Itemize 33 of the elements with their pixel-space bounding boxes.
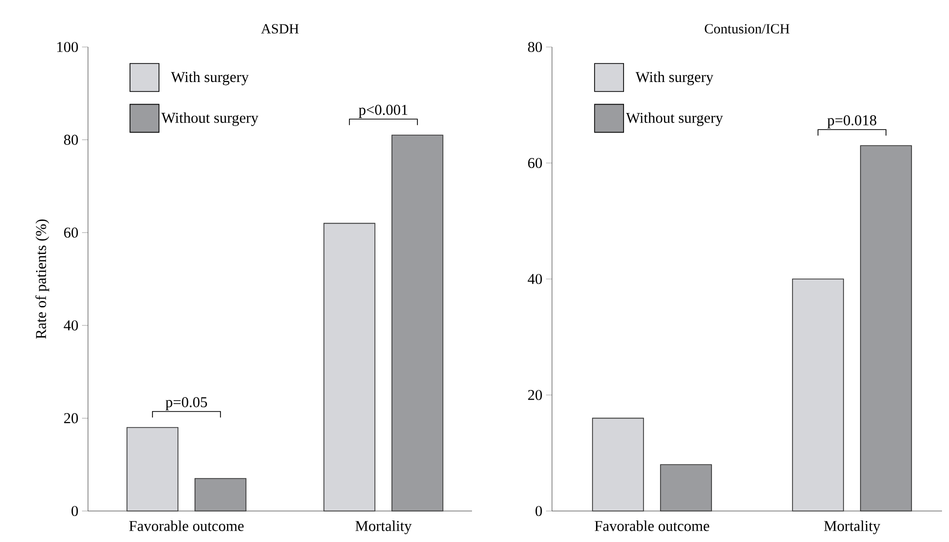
y-tick-label: 20	[64, 413, 78, 424]
y-tick-label: 60	[528, 158, 542, 168]
chart-title: ASDH	[261, 24, 299, 34]
x-tick-label: Mortality	[824, 520, 880, 534]
x-tick-label: Favorable outcome	[594, 520, 710, 532]
bar	[792, 278, 844, 512]
bar	[860, 145, 912, 512]
y-tick-label: 80	[64, 134, 78, 145]
annotation: p<0.001	[358, 104, 408, 118]
x-tick-label: Mortality	[355, 520, 412, 534]
legend-label: With surgery	[636, 72, 714, 86]
legend-label: With surgery	[170, 72, 249, 86]
annotation: p=0.05	[166, 397, 207, 410]
y-tick-label: 0	[72, 506, 78, 516]
y-tick-label: 60	[64, 228, 78, 238]
bar	[323, 222, 376, 512]
bar	[194, 478, 246, 512]
y-tick-label: 20	[528, 390, 542, 400]
y-tick-label: 40	[528, 274, 542, 284]
y-tick-label: 40	[64, 320, 78, 330]
y-tick-label: 100	[57, 42, 78, 52]
legend-label: Without surgery	[161, 112, 258, 126]
bar	[391, 134, 444, 512]
bar	[592, 418, 644, 512]
annotation: p=0.018	[827, 115, 876, 128]
bar	[660, 464, 712, 512]
x-tick-label: Favorable outcome	[129, 520, 244, 532]
bar	[126, 427, 178, 512]
chart-title: Contusion/ICH	[704, 24, 790, 34]
y-tick-label: 80	[528, 42, 542, 52]
y-axis-title: Rate of patients (%)	[35, 219, 50, 339]
y-tick-label: 0	[536, 506, 542, 516]
legend-label: Without surgery	[626, 112, 723, 126]
